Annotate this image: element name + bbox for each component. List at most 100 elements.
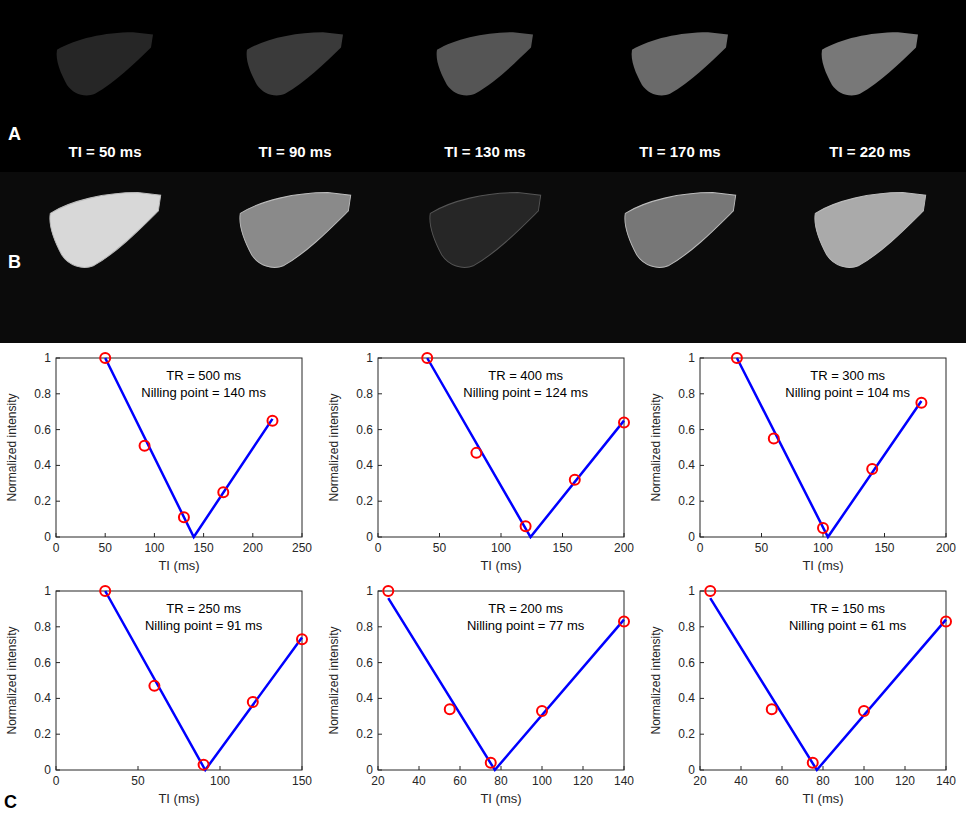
data-point [471, 448, 481, 458]
data-point [100, 353, 110, 363]
x-tick-label: 100 [854, 774, 874, 788]
x-tick [220, 766, 221, 770]
y-tick [56, 591, 60, 592]
x-tick-label: 100 [813, 541, 833, 555]
x-tick [252, 533, 253, 537]
x-tick-label: 100 [491, 541, 511, 555]
marks [422, 353, 629, 537]
x-tick-label: 200 [243, 541, 263, 555]
panel-letter: C [4, 792, 17, 812]
y-tick-label: 0.2 [678, 494, 695, 508]
x-tick-label: 20 [371, 774, 385, 788]
data-point [248, 697, 258, 707]
marks [705, 586, 951, 770]
x-tick [56, 533, 57, 537]
y-tick-label: 1 [688, 584, 695, 598]
ti-label: TI = 170 ms [639, 143, 720, 160]
annotation: TR = 400 ms [488, 368, 563, 383]
data-point [199, 760, 209, 770]
x-tick-label: 140 [936, 774, 956, 788]
ti-label: TI = 220 ms [829, 143, 910, 160]
ti-label: TI = 50 ms [69, 143, 142, 160]
x-tick [302, 766, 303, 770]
plot-frame [378, 358, 624, 537]
plot-frame [56, 358, 302, 537]
data-point [100, 586, 110, 596]
x-tick-label: 0 [375, 541, 382, 555]
x-tick-label: 50 [433, 541, 447, 555]
x-tick-label: 150 [292, 774, 312, 788]
y-tick [56, 662, 60, 663]
x-tick [501, 766, 502, 770]
data-point [808, 758, 818, 768]
y-tick [56, 501, 60, 502]
annotation: TR = 150 ms [810, 601, 885, 616]
data-point [818, 523, 828, 533]
y-tick [56, 698, 60, 699]
x-tick-label: 150 [874, 541, 894, 555]
marks [383, 586, 629, 770]
y-tick-label: 0.2 [356, 727, 373, 741]
annotation: TR = 300 ms [810, 368, 885, 383]
data-point [149, 681, 159, 691]
x-tick [761, 533, 762, 537]
y-tick-label: 0 [688, 530, 695, 544]
data-point [521, 521, 531, 531]
annotation: TR = 200 ms [488, 601, 563, 616]
liver-image [430, 193, 541, 268]
x-tick [439, 533, 440, 537]
y-tick [700, 501, 704, 502]
y-tick [56, 429, 60, 430]
image-background [0, 0, 966, 343]
y-tick-label: 1 [366, 351, 373, 365]
y-tick-label: 0 [366, 763, 373, 777]
x-tick-label: 20 [693, 774, 707, 788]
y-tick [700, 591, 704, 592]
x-tick-label: 200 [936, 541, 956, 555]
chart-panel: 2040608010012014000.20.40.60.81TI (ms)No… [327, 584, 634, 806]
y-tick-label: 0.8 [356, 387, 373, 401]
x-tick [946, 533, 947, 537]
panel-letter: B [8, 252, 21, 272]
y-tick-label: 0.6 [678, 656, 695, 670]
y-tick-label: 1 [688, 351, 695, 365]
y-tick [378, 662, 382, 663]
x-tick [905, 766, 906, 770]
y-tick-label: 0.2 [34, 727, 51, 741]
annotation: TR = 500 ms [166, 368, 241, 383]
x-tick-label: 100 [210, 774, 230, 788]
y-tick [378, 698, 382, 699]
x-tick-label: 150 [552, 541, 572, 555]
x-tick-label: 40 [734, 774, 748, 788]
liver-image [50, 193, 161, 268]
y-tick-label: 0.6 [356, 423, 373, 437]
y-tick [56, 626, 60, 627]
y-tick [700, 465, 704, 466]
annotation: Nilling point = 104 ms [785, 385, 910, 400]
y-tick-label: 0.6 [678, 423, 695, 437]
fit-line [710, 598, 946, 770]
data-point [445, 704, 455, 714]
data-point [297, 634, 307, 644]
x-tick [138, 766, 139, 770]
y-tick-label: 0.2 [34, 494, 51, 508]
x-tick [583, 766, 584, 770]
y-tick [378, 393, 382, 394]
y-tick [56, 393, 60, 394]
y-tick [378, 626, 382, 627]
x-tick-label: 60 [775, 774, 789, 788]
x-tick [460, 766, 461, 770]
x-tick-label: 150 [194, 541, 214, 555]
x-tick [864, 766, 865, 770]
x-axis-title: TI (ms) [802, 791, 843, 806]
y-tick [700, 393, 704, 394]
liver-image [240, 193, 351, 268]
liver-image [822, 32, 918, 95]
y-tick-label: 0.8 [34, 620, 51, 634]
fit-line [105, 358, 272, 537]
data-point [218, 487, 228, 497]
x-tick-label: 0 [53, 774, 60, 788]
y-tick [378, 537, 382, 538]
y-tick [700, 662, 704, 663]
y-tick-label: 0.4 [356, 458, 373, 472]
